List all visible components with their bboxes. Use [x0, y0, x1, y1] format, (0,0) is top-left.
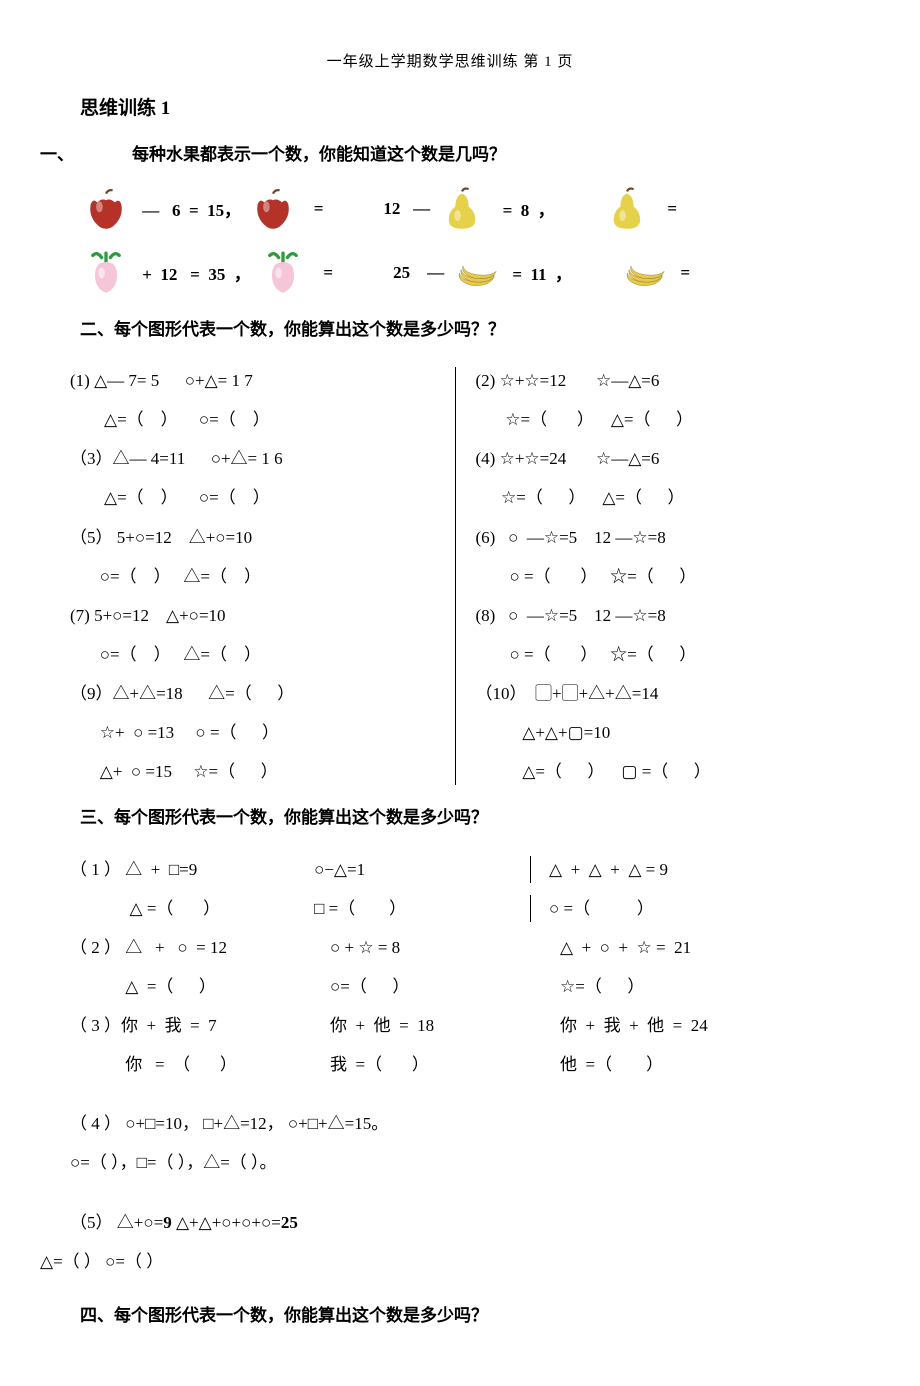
- problem-line: （10） ▢+▢+△+△=14: [476, 674, 851, 713]
- apple-icon: [251, 187, 295, 231]
- eq-text: — 6 = 15，: [138, 196, 241, 221]
- problem-line: △+△+▢=10: [476, 713, 851, 752]
- problem-line: (6) ○ —☆=5 12 —☆=8: [476, 518, 851, 557]
- problem-row: 你 = （ ）我 =（ ）他 =（ ）: [70, 1045, 860, 1084]
- problem-5-line1: （5） △+○=9 △+△+○+○+○=25: [70, 1203, 860, 1242]
- problem-line: (7) 5+○=12 △+○=10: [70, 596, 445, 635]
- problem-line: △+ ○ =15 ☆=（ ）: [70, 752, 445, 791]
- section-2-left-col: (1) △— 7= 5 ○+△= 1 7 △=（ ） ○=（ ）（3）△— 4=…: [70, 361, 455, 791]
- problem-line: (1) △— 7= 5 ○+△= 1 7: [70, 361, 445, 400]
- eq-text: =: [315, 263, 333, 283]
- page: 一年级上学期数学思维训练 第 1 页 思维训练 1 一、 每种水果都表示一个数，…: [0, 0, 920, 1386]
- fruit-row-2: + 12 = 35 ， = 25 — = 11 ， =: [84, 251, 860, 295]
- eq-text: 12 —: [383, 199, 430, 219]
- problem-4-line2: ○=（ ），□=（ ），△=（ ）。: [70, 1143, 860, 1182]
- problem-line: ○ =（ ） ☆=（ ）: [476, 635, 851, 674]
- problem-line: （3）△— 4=11 ○+△= 1 6: [70, 439, 445, 478]
- problem-line: (8) ○ —☆=5 12 —☆=8: [476, 596, 851, 635]
- section-1-number: 一、: [40, 140, 132, 171]
- eq-text: =: [305, 199, 323, 219]
- problem-line: ☆+ ○ =13 ○ =（ ）: [70, 713, 445, 752]
- radish-icon: [261, 251, 305, 295]
- eq-text: 25 —: [393, 263, 444, 283]
- problem-line: (2) ☆+☆=12 ☆—△=6: [476, 361, 851, 400]
- pear-icon: [605, 187, 649, 231]
- problem-line: ☆=（ ） △=（ ）: [476, 400, 851, 439]
- eq-text: =: [659, 199, 677, 219]
- problem-line: △=（ ） ○=（ ）: [70, 400, 445, 439]
- problem-line: (4) ☆+☆=24 ☆—△=6: [476, 439, 851, 478]
- eq-text: = 8 ，: [494, 196, 555, 221]
- apple-icon: [84, 187, 128, 231]
- eq-text: = 11 ，: [508, 260, 572, 285]
- problem-5-line2: △=（ ） ○=（ ）: [40, 1242, 860, 1281]
- radish-icon: [84, 251, 128, 295]
- problem-row: △ =（ ）○=（ ）☆=（ ）: [70, 967, 860, 1006]
- problem-line: ○=（ ） △=（ ）: [70, 635, 445, 674]
- problem-4-line1: （ 4 ） ○+□=10， □+△=12， ○+□+△=15。: [70, 1104, 860, 1143]
- page-header: 一年级上学期数学思维训练 第 1 页: [40, 50, 860, 71]
- eq-text: + 12 = 35 ，: [138, 260, 251, 285]
- banana-icon: [622, 251, 666, 295]
- section-2-body: (1) △— 7= 5 ○+△= 1 7 △=（ ） ○=（ ）（3）△— 4=…: [70, 361, 860, 791]
- problem-row: △ =（ ）□ =（ ）○ =（ ）: [70, 889, 860, 928]
- section-3-head: 三、每个图形代表一个数，你能算出这个数是多少吗？: [80, 803, 860, 834]
- problem-line: ○=（ ） △=（ ）: [70, 557, 445, 596]
- section-2-head: 二、每个图形代表一个数，你能算出这个数是多少吗？？: [80, 315, 860, 346]
- section-2-right-col: (2) ☆+☆=12 ☆—△=6 ☆=（ ） △=（ ）(4) ☆+☆=24 ☆…: [476, 361, 861, 791]
- problem-line: （9）△+△=18 △=（ ）: [70, 674, 445, 713]
- pear-icon: [440, 187, 484, 231]
- fruit-row-1: — 6 = 15， = 12 — = 8 ， =: [84, 187, 860, 231]
- section-1-head: 一、 每种水果都表示一个数，你能知道这个数是几吗？: [40, 140, 860, 171]
- problem-line: △=（ ） ○=（ ）: [70, 478, 445, 517]
- problem-line: ☆=（ ） △=（ ）: [476, 478, 851, 517]
- problem-line: △=（ ） ▢ =（ ）: [476, 752, 851, 791]
- problem-line: （5） 5+○=12 △+○=10: [70, 518, 445, 557]
- eq-text: =: [676, 263, 690, 283]
- doc-title: 思维训练 1: [80, 93, 860, 120]
- problem-row: （ 1 ） △ + □=9○−△=1△ + △ + △ = 9: [70, 850, 860, 889]
- section-4-head: 四、每个图形代表一个数，你能算出这个数是多少吗？: [80, 1301, 860, 1326]
- section-3-body: （ 1 ） △ + □=9○−△=1△ + △ + △ = 9 △ =（ ）□ …: [70, 850, 860, 1281]
- problem-line: ○ =（ ） ☆=（ ）: [476, 557, 851, 596]
- problem-row: （ 2 ） △ + ○ = 12○ + ☆ = 8△ + ○ + ☆ = 21: [70, 928, 860, 967]
- banana-icon: [454, 251, 498, 295]
- problem-row: （ 3 ）你 + 我 = 7你 + 他 = 18你 + 我 + 他 = 24: [70, 1006, 860, 1045]
- section-1-prompt: 每种水果都表示一个数，你能知道这个数是几吗？: [132, 140, 506, 171]
- column-divider: [455, 367, 456, 785]
